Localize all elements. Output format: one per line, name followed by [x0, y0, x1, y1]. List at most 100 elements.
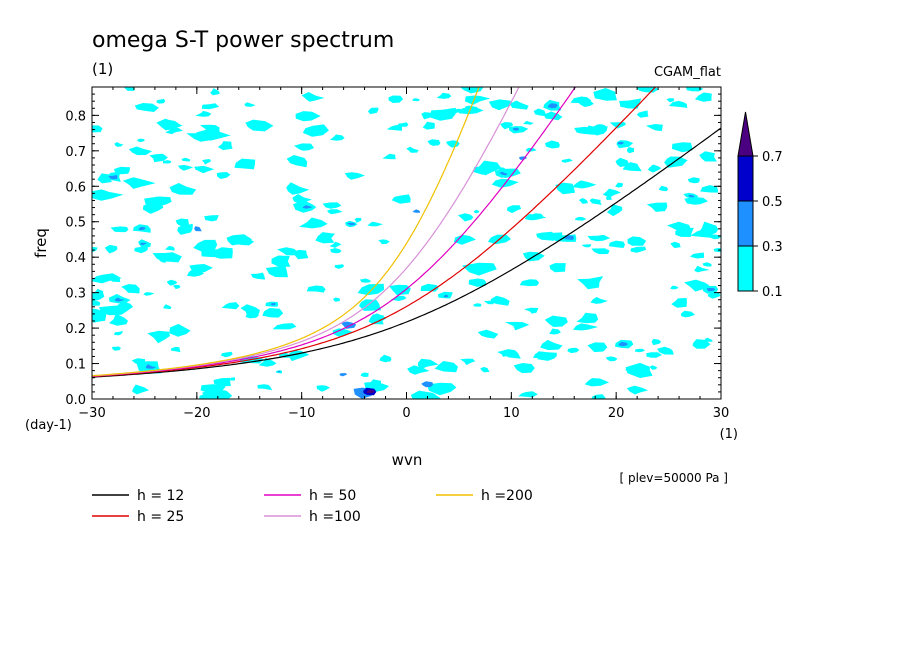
- contour-patch: [626, 385, 649, 395]
- contour-patch: [608, 240, 625, 248]
- contour-patch: [175, 218, 190, 227]
- contour-patch: [306, 285, 326, 293]
- colorbar-label: 0.7: [762, 150, 783, 165]
- contour-patch: [113, 331, 124, 336]
- contour-patch: [626, 147, 634, 154]
- contour-patch: [421, 112, 433, 120]
- contour-patch: [533, 108, 546, 117]
- contour-patch: [427, 382, 457, 396]
- y-tick-label: 0.3: [65, 287, 86, 302]
- contour-patch: [591, 248, 610, 255]
- contour-patch: [137, 138, 145, 143]
- contour-patch: [543, 111, 563, 121]
- contour-patch: [577, 276, 604, 290]
- contour-patch: [109, 313, 128, 326]
- contour-patch: [636, 87, 660, 93]
- contour-patch: [561, 158, 573, 163]
- legend-label: h =100: [309, 509, 361, 525]
- contour-patch: [525, 147, 537, 152]
- contour-patch: [210, 88, 220, 96]
- contour-patch: [390, 295, 407, 301]
- contour-patch: [114, 142, 124, 147]
- contour-patch: [142, 203, 164, 214]
- colorbar-segment: [737, 155, 754, 202]
- contour-patch: [625, 362, 653, 378]
- contour-patch: [143, 292, 155, 296]
- contour-patch-mid: [443, 294, 448, 298]
- contour-patch-mid: [145, 364, 157, 369]
- y-tick-label: 0.8: [65, 109, 86, 124]
- contour-peak: [339, 373, 348, 377]
- contour-patch: [453, 234, 476, 245]
- contour-patch: [422, 121, 435, 130]
- plev-annotation: [ plev=50000 Pa ]: [619, 471, 728, 485]
- contour-patch-mid: [277, 370, 281, 373]
- contour-patch: [156, 98, 166, 104]
- contour-patch: [659, 185, 669, 192]
- contour-patch: [391, 194, 411, 204]
- x-tick-label: 10: [503, 406, 520, 421]
- colorbar-label: 0.5: [762, 195, 783, 210]
- contour-field: [92, 87, 721, 399]
- y-tick-label: 0.2: [65, 322, 86, 337]
- contour-patch: [684, 197, 708, 205]
- contour-patch: [710, 234, 721, 240]
- contour-patch: [407, 365, 430, 375]
- contour-patch: [165, 126, 183, 135]
- y-axis: 0.0 0.1 0.2 0.3 0.4 0.5 0.6 0.7 0.8: [65, 93, 721, 408]
- contour-patch: [187, 268, 204, 277]
- contour-patch: [121, 284, 140, 294]
- contour-patch: [636, 110, 649, 118]
- y-axis-unit: (day-1): [25, 418, 72, 433]
- contour-patch: [234, 158, 256, 170]
- contour-patch: [657, 346, 674, 355]
- contour-patch: [92, 273, 122, 284]
- x-tick-label: −30: [78, 406, 105, 421]
- y-tick-label: 0.6: [65, 180, 86, 195]
- legend: h = 12 h = 25 h = 50 h =100 h =200: [92, 488, 533, 525]
- contour-patch: [386, 124, 402, 131]
- contour-patch: [513, 363, 535, 374]
- contour-patch: [646, 352, 663, 358]
- contour-patch: [480, 366, 490, 373]
- x-axis: −30 −20 −10 0 10 20 30: [78, 87, 729, 421]
- contour-patch: [322, 202, 342, 209]
- contour-patch: [477, 329, 499, 339]
- contour-patch-mid: [706, 287, 716, 292]
- contour-patch: [292, 249, 309, 260]
- contour-patch: [524, 214, 547, 221]
- contour-patch: [110, 226, 129, 233]
- contour-patch: [186, 133, 214, 142]
- contour-patch: [226, 234, 253, 246]
- contour-patch: [473, 209, 480, 214]
- contour-patch: [574, 126, 596, 135]
- contour-patch: [519, 279, 540, 287]
- contour-patch: [295, 111, 321, 122]
- contour-peak: [421, 381, 434, 388]
- contour-patch: [265, 265, 288, 278]
- contour-patch: [681, 310, 696, 318]
- contour-patch: [379, 354, 392, 363]
- contour-patch: [627, 236, 647, 246]
- contour-patch: [169, 323, 191, 337]
- contour-patch: [646, 202, 668, 212]
- contour-patch: [286, 182, 310, 195]
- contour-patch: [216, 172, 231, 179]
- contour-patch: [181, 157, 191, 162]
- contour-patch: [332, 328, 355, 337]
- contour-patch: [518, 391, 538, 398]
- contour-patch: [177, 164, 194, 171]
- contour-patch: [147, 330, 170, 344]
- colorbar-segment: [737, 200, 754, 247]
- contour-patch: [227, 377, 236, 381]
- contour-patch: [163, 304, 172, 310]
- contour-patch: [549, 263, 566, 273]
- contour-patch: [200, 384, 225, 394]
- colorbar-segment: [737, 245, 754, 292]
- contour-patch: [316, 385, 330, 392]
- contour-patch: [367, 221, 383, 227]
- contour-patch: [616, 140, 634, 149]
- contour-peak: [340, 321, 357, 329]
- contour-patch-mid: [688, 194, 695, 198]
- contour-patch: [292, 194, 312, 205]
